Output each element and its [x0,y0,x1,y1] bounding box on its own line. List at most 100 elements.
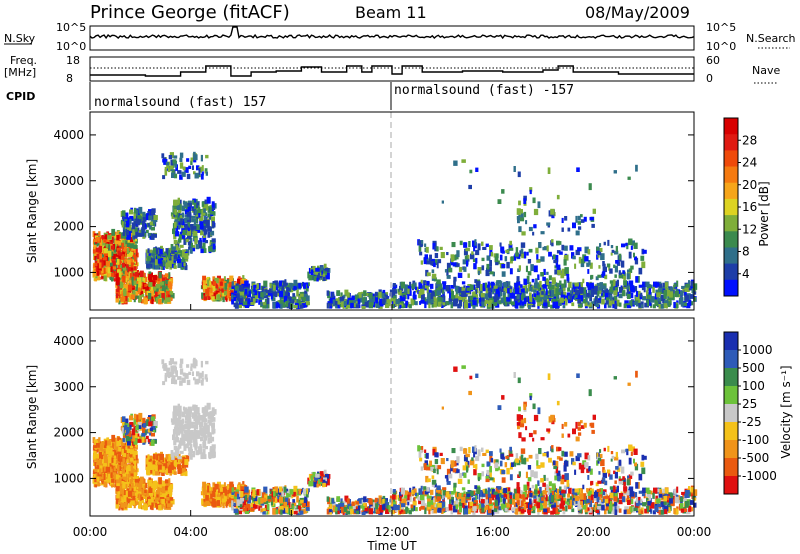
velocity-cell [139,435,142,441]
power-cell [540,272,544,277]
power-cell [286,287,291,291]
velocity-cell [148,488,153,493]
power-cell [684,295,689,302]
power-cell [575,249,580,256]
power-cell [630,285,635,291]
velocity-cell [107,476,112,483]
power-cell [491,283,495,289]
power-cell [143,297,147,305]
power-cell [604,292,609,300]
velocity-cell [116,464,120,471]
power-cell [116,289,120,293]
power-cell [166,297,171,302]
power-cell [421,240,424,246]
power-cell [453,160,458,166]
power-cell [263,291,267,297]
power-cell [518,200,521,206]
power-cell [184,217,188,224]
power-cell [177,262,182,268]
power-cell [116,235,120,241]
velocity-cell [98,459,102,466]
power-cell [638,303,643,308]
power-cell [166,163,170,169]
power-cell [628,238,633,246]
freq-line [90,65,694,77]
power-cell [173,254,177,260]
power-cell [127,284,133,291]
velocity-cell [129,421,134,427]
velocity-cell [130,468,135,474]
velocity-cell [148,499,152,506]
power-cell [113,249,117,253]
power-cell [193,245,196,249]
velocity-cell [122,438,125,442]
power-cell [207,226,212,232]
power-cell [301,303,306,308]
power-cell [689,294,695,299]
velocity-cell [147,429,151,433]
power-cell [548,251,552,257]
power-cell [372,296,376,302]
power-cell [175,212,179,218]
velocity-cell [150,432,155,437]
velocity-cell [141,436,145,443]
power-cell [612,304,615,309]
power-cell [589,216,594,221]
velocity-cell [96,464,99,470]
power-cell [543,302,547,307]
power-cell [503,281,508,287]
power-cell [569,245,574,251]
power-cell [181,264,184,270]
power-cell [433,277,437,282]
power-cell [519,293,522,300]
power-cell [121,268,126,275]
power-cell [466,260,469,267]
power-cell [191,247,196,252]
power-cell [134,272,140,278]
power-cell [536,259,541,263]
power-cell [667,295,671,301]
power-cell [279,290,283,298]
power-cells [92,151,698,310]
power-cell [467,303,471,309]
power-cell [322,273,326,278]
power-cell [208,296,211,300]
power-cell [290,286,294,291]
power-cell [607,239,610,246]
power-cell [556,282,559,288]
power-cell [166,287,170,291]
power-cell [618,253,622,260]
power-cell [385,294,388,302]
power-cell [529,296,533,303]
power-cell [352,300,356,304]
velocity-cell [166,503,171,508]
power-cell [609,286,614,293]
power-cell [606,263,611,268]
power-cell [159,291,165,295]
power-cell [425,257,429,262]
power-cell [547,284,550,289]
velocity-cell [113,467,116,472]
power-cell [560,273,565,279]
velocity-cell [146,494,150,499]
power-cell [105,260,110,267]
power-cell [114,234,118,239]
velocity-cell [149,427,153,432]
power-cell [433,259,438,265]
power-cell [542,284,547,289]
power-cell [167,168,171,173]
power-cell [310,269,314,275]
power-cell [251,290,255,295]
power-cell [399,304,402,308]
power-cell [172,247,177,253]
power-cell [690,286,695,291]
power-cell [525,265,528,273]
power-cell [548,286,552,294]
power-cell [515,297,518,304]
power-cell [179,152,184,158]
power-cell [203,217,207,223]
velocity-cell [156,503,160,510]
power-cell [558,241,562,245]
velocity-cell [102,460,106,464]
power-cell [229,275,234,283]
